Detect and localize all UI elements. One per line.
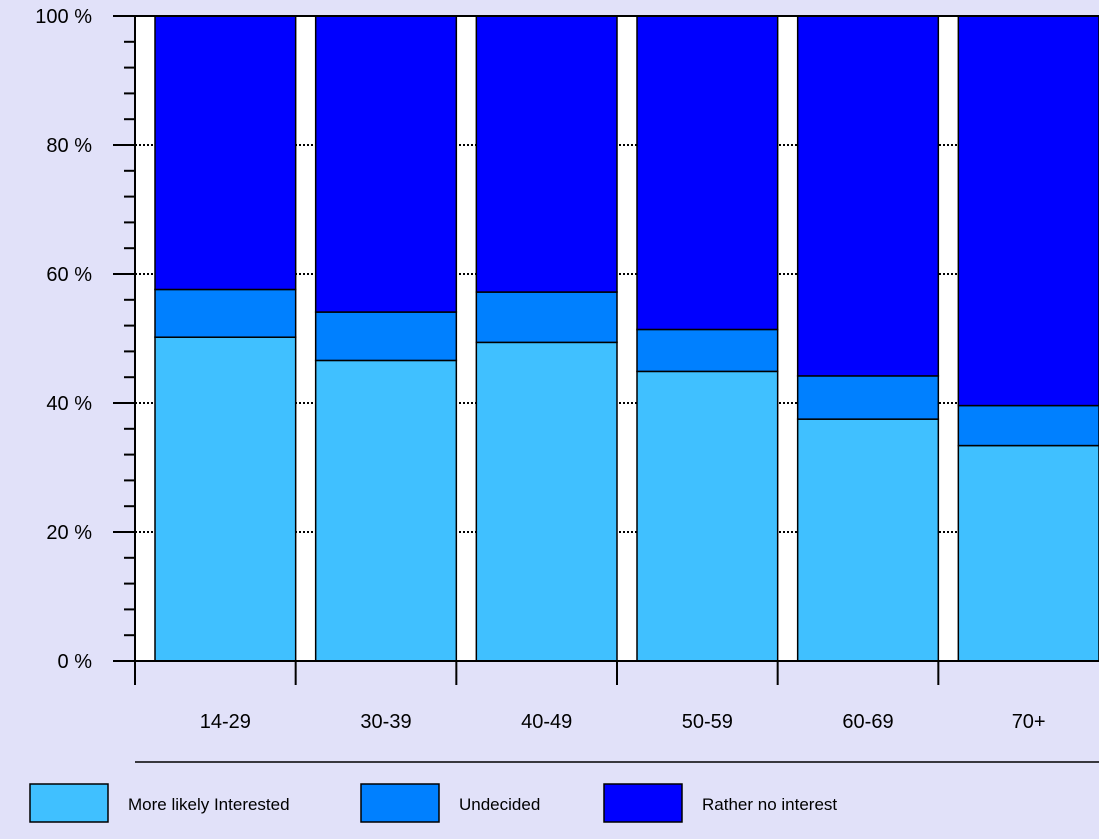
- y-tick-label: 60 %: [46, 264, 92, 286]
- y-tick-labels: 0 % 20 % 40 % 60 % 80 % 100 %: [35, 6, 92, 673]
- y-tick-label: 100 %: [35, 6, 92, 28]
- bar-rather-no-interest: [636, 15, 779, 331]
- x-tick-label: 30-39: [360, 711, 411, 733]
- legend-label-undecided: Undecided: [459, 795, 540, 814]
- legend-swatch-more-likely-interested: [29, 783, 109, 823]
- x-tick-label: 70+: [1012, 711, 1046, 733]
- legend: More likely Interested Undecided Rather no…: [29, 783, 837, 823]
- legend-swatch-rather-no-interest: [603, 783, 683, 823]
- bar-undecided: [636, 328, 779, 373]
- legend-label-more-likely-interested: More likely Interested: [128, 795, 290, 814]
- bar-undecided: [314, 311, 458, 362]
- bar-more-likely-interested: [475, 341, 618, 662]
- bar-undecided: [154, 288, 297, 338]
- axes: [113, 15, 1099, 685]
- bar-rather-no-interest: [154, 15, 297, 291]
- bar-rather-no-interest: [796, 15, 940, 377]
- bar-more-likely-interested: [314, 359, 458, 662]
- legend-swatch-undecided: [360, 783, 440, 823]
- legend-label-rather-no-interest: Rather no interest: [702, 795, 837, 814]
- x-tick-label: 40-49: [521, 711, 572, 733]
- y-tick-label: 40 %: [46, 393, 92, 415]
- bar-undecided: [796, 375, 940, 420]
- bar-rather-no-interest: [475, 15, 618, 293]
- bar-undecided: [475, 291, 618, 344]
- bar-more-likely-interested: [154, 336, 297, 662]
- x-tick-label: 50-59: [682, 711, 733, 733]
- bar-rather-no-interest: [314, 15, 458, 313]
- x-tick-labels: 14-29 30-39 40-49 50-59 60-69 70+: [200, 711, 1046, 733]
- bar-more-likely-interested: [957, 444, 1099, 662]
- x-tick-label: 14-29: [200, 711, 251, 733]
- bars: [154, 15, 1099, 662]
- y-tick-label: 20 %: [46, 522, 92, 544]
- bar-undecided: [957, 404, 1099, 447]
- bar-rather-no-interest: [957, 15, 1099, 407]
- x-tick-label: 60-69: [842, 711, 893, 733]
- y-tick-label: 80 %: [46, 135, 92, 157]
- y-tick-label: 0 %: [58, 651, 93, 673]
- bar-more-likely-interested: [796, 418, 940, 662]
- bar-more-likely-interested: [636, 370, 779, 662]
